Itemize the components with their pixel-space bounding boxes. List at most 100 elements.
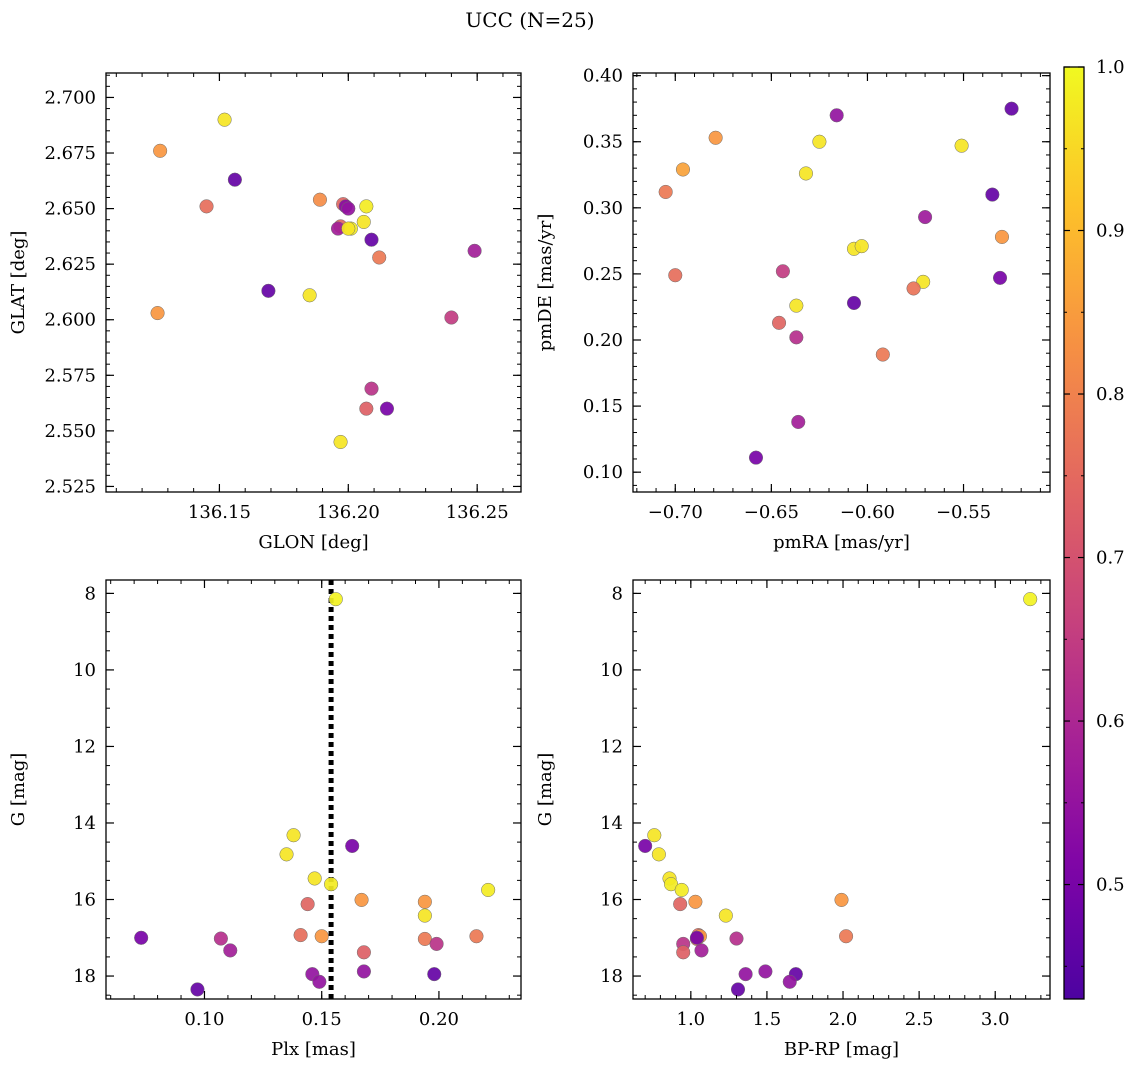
data-point xyxy=(846,295,862,311)
panel-2: −0.70 −0.65 −0.60 −0.55 0.10 0.15 0.20 0.25 0.30… xyxy=(535,66,1051,553)
x-tick-label: 1.5 xyxy=(753,1009,782,1030)
y-tick-label: 2.625 xyxy=(44,254,96,275)
data-point xyxy=(674,882,689,897)
y-tick-label: 14 xyxy=(600,813,623,834)
x-tick-label: −0.70 xyxy=(648,502,703,523)
data-point xyxy=(417,894,432,909)
y-tick-label: 2.525 xyxy=(44,476,96,497)
axes-frame xyxy=(632,72,1051,493)
y-tick-label: 8 xyxy=(612,583,623,604)
y-axis-label: G [mag] xyxy=(535,753,556,826)
data-point xyxy=(150,306,165,321)
data-point xyxy=(668,268,683,283)
data-point xyxy=(302,288,317,303)
data-point xyxy=(417,908,432,923)
data-point xyxy=(429,936,444,951)
y-tick-label: 2.575 xyxy=(44,365,96,386)
x-tick-label: −0.60 xyxy=(840,502,895,523)
colorbar-tick-label: 0.9 xyxy=(1096,221,1125,242)
x-tick-label: 0.20 xyxy=(419,1009,459,1030)
data-point xyxy=(651,847,666,862)
y-tick-label: 16 xyxy=(600,890,623,911)
x-axis-label: BP-RP [mag] xyxy=(784,1039,899,1060)
panel-1: 136.15 136.20 136.25 2.525 2.550 2.575 2.600 2.… xyxy=(8,72,522,553)
data-point xyxy=(954,138,969,153)
y-tick-label: 0.35 xyxy=(583,132,623,153)
y-tick-label: 10 xyxy=(600,660,623,681)
data-point xyxy=(354,892,369,907)
data-point xyxy=(918,210,933,225)
y-tick-label: 16 xyxy=(73,890,96,911)
y-tick-label: 14 xyxy=(73,813,96,834)
y-axis-label: G [mag] xyxy=(8,753,29,826)
y-tick-label: 10 xyxy=(73,660,96,681)
colorbar: 0.5 0.6 0.7 0.8 0.9 1.0 xyxy=(1063,57,1125,1000)
data-point xyxy=(798,166,813,181)
y-tick-label: 0.40 xyxy=(583,66,623,87)
data-point xyxy=(286,828,301,843)
data-point xyxy=(676,945,691,960)
y-tick-label: 2.650 xyxy=(44,199,96,220)
x-axis-label: Plx [mas] xyxy=(271,1039,356,1060)
data-point xyxy=(444,310,459,325)
data-point xyxy=(227,172,242,187)
data-point xyxy=(829,108,844,123)
data-point xyxy=(647,828,662,843)
data-point xyxy=(324,877,339,892)
y-tick-label: 2.550 xyxy=(44,421,96,442)
y-tick-label: 18 xyxy=(73,966,96,987)
data-point xyxy=(688,894,703,909)
axes-frame xyxy=(632,579,1051,1000)
axes-frame xyxy=(105,579,522,1000)
data-point xyxy=(782,974,797,989)
x-axis-label: pmRA [mas/yr] xyxy=(773,532,910,553)
y-tick-label: 0.10 xyxy=(583,462,623,483)
y-tick-label: 0.30 xyxy=(583,198,623,219)
data-point xyxy=(328,592,343,607)
y-tick-label: 2.700 xyxy=(44,87,96,108)
y-tick-label: 0.25 xyxy=(583,264,623,285)
x-tick-label: 136.25 xyxy=(446,502,509,523)
x-tick-label: 2.5 xyxy=(905,1009,934,1030)
data-point xyxy=(906,281,921,296)
data-point xyxy=(467,243,482,258)
colorbar-tick-label: 0.7 xyxy=(1096,548,1125,569)
data-point xyxy=(791,414,806,429)
data-point xyxy=(213,931,228,946)
x-tick-label: 2.0 xyxy=(829,1009,858,1030)
y-tick-label: 0.15 xyxy=(583,396,623,417)
x-tick-label: 136.15 xyxy=(188,502,251,523)
data-point xyxy=(356,214,371,229)
data-point xyxy=(345,838,360,853)
data-point xyxy=(1004,101,1019,116)
panel-3: 0.10 0.15 0.20 8 10 12 14 16 18 Plx [mas] G [mag] xyxy=(8,579,522,1060)
data-point xyxy=(359,401,374,416)
data-point xyxy=(694,943,709,958)
data-point xyxy=(300,897,315,912)
data-point xyxy=(673,897,688,912)
colorbar-tick-label: 0.5 xyxy=(1096,875,1125,896)
y-axis-label: GLAT [deg] xyxy=(8,231,29,335)
data-point xyxy=(708,130,723,145)
data-point xyxy=(758,964,773,979)
data-point xyxy=(775,264,790,279)
data-point xyxy=(481,882,496,897)
data-point xyxy=(789,298,804,313)
data-point xyxy=(689,930,704,945)
data-point xyxy=(364,232,379,247)
data-point xyxy=(789,330,804,345)
colorbar-tick-label: 1.0 xyxy=(1096,57,1125,78)
figure-title: UCC (N=25) xyxy=(465,8,594,32)
data-point xyxy=(359,199,374,214)
data-point xyxy=(314,929,329,944)
x-tick-label: 1.0 xyxy=(677,1009,706,1030)
y-tick-label: 12 xyxy=(73,736,96,757)
x-tick-label: −0.55 xyxy=(936,502,991,523)
data-point xyxy=(312,192,327,207)
x-tick-label: 3.0 xyxy=(981,1009,1010,1030)
data-point xyxy=(293,928,308,943)
colorbar-gradient xyxy=(1064,67,1084,999)
y-tick-label: 18 xyxy=(600,966,623,987)
data-point xyxy=(341,201,356,216)
